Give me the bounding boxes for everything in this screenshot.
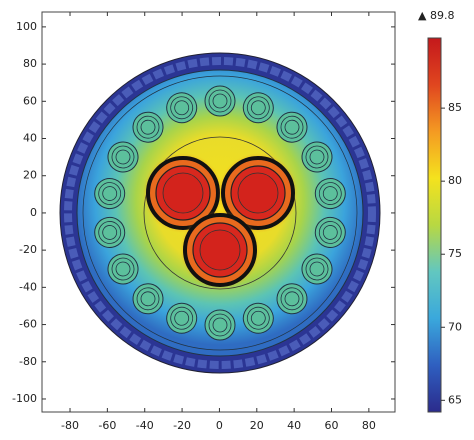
y-tick-label: 0 <box>30 206 37 219</box>
x-tick-label: 60 <box>324 419 338 432</box>
colorbar-tick-label: 65 <box>448 393 462 406</box>
y-tick-label: 20 <box>23 169 37 182</box>
x-tick-label: 80 <box>362 419 376 432</box>
y-tick-label: 80 <box>23 57 37 70</box>
x-tick-label: -80 <box>61 419 79 432</box>
x-tick-label: -60 <box>98 419 116 432</box>
colorbar-tick-label: 85 <box>448 101 462 114</box>
x-tick-label: -20 <box>173 419 191 432</box>
colorbar-tick-label: 70 <box>448 320 462 333</box>
armor-wires <box>64 57 376 369</box>
y-tick-label: 100 <box>16 20 37 33</box>
y-tick-label: -80 <box>19 355 37 368</box>
x-tick-label: -40 <box>136 419 154 432</box>
x-tick-label: 0 <box>216 419 223 432</box>
y-tick-label: -60 <box>19 318 37 331</box>
y-tick-label: 60 <box>23 94 37 107</box>
y-tick-label: 40 <box>23 132 37 145</box>
colorbar-tick-label: 75 <box>448 247 462 260</box>
colorbar <box>427 37 442 413</box>
x-tick-label: 20 <box>250 419 264 432</box>
sheath <box>82 75 358 351</box>
y-tick-label: -20 <box>19 243 37 256</box>
colorbar-tick-label: 80 <box>448 174 462 187</box>
x-tick-label: 40 <box>287 419 301 432</box>
y-tick-label: -40 <box>19 280 37 293</box>
max-marker: ▲ <box>418 9 427 22</box>
max-label: 89.8 <box>430 9 455 22</box>
y-tick-label: -100 <box>12 392 37 405</box>
plot <box>41 11 396 413</box>
